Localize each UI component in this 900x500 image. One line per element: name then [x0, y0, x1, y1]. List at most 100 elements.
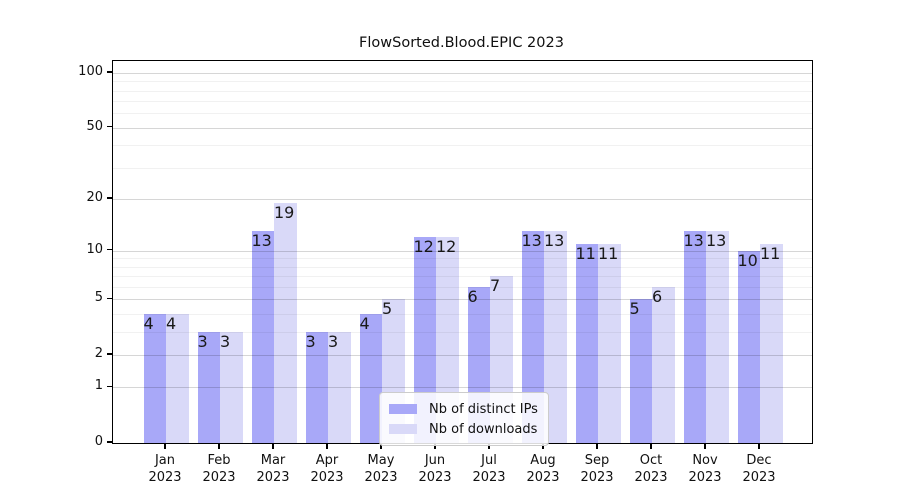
x-axis-tick-label: Feb 2023 — [192, 452, 246, 486]
bar-downloads: 11 — [760, 243, 783, 443]
x-tick-year: 2023 — [202, 470, 236, 485]
bar-distinct-ips: 10 — [737, 250, 760, 443]
gridline-minor — [113, 113, 812, 115]
x-tick-year: 2023 — [418, 470, 452, 485]
x-axis-tick — [164, 444, 166, 449]
bar-distinct-ips: 13 — [521, 231, 544, 443]
bar-downloads: 11 — [598, 243, 621, 443]
x-tick-month: Aug — [530, 453, 556, 468]
gridline-minor — [113, 81, 812, 83]
gridline-minor — [113, 276, 812, 278]
x-axis-tick — [218, 444, 220, 449]
bar-distinct-ips: 3 — [305, 331, 328, 443]
x-tick-year: 2023 — [256, 470, 290, 485]
x-axis-tick-label: Jan 2023 — [138, 452, 192, 486]
bar-downloads: 6 — [652, 287, 675, 443]
x-tick-month: May — [367, 453, 395, 468]
gridline-minor — [113, 90, 812, 92]
legend-swatch-distinct-ips — [389, 404, 417, 414]
bar-downloads: 3 — [328, 331, 351, 443]
gridline-major — [113, 299, 812, 301]
y-axis-tick-label: 10 — [86, 241, 103, 257]
y-axis-tick-label: 2 — [94, 345, 103, 361]
x-axis-tick — [650, 444, 652, 449]
x-axis-tick — [272, 444, 274, 449]
y-axis-tick-label: 5 — [94, 290, 103, 306]
gridline-major — [113, 250, 812, 252]
x-tick-month: Dec — [746, 453, 772, 468]
x-axis-tick — [596, 444, 598, 449]
bar-downloads: 13 — [544, 231, 567, 443]
gridline-minor — [113, 266, 812, 268]
x-tick-year: 2023 — [310, 470, 344, 485]
y-axis-tick — [107, 71, 112, 73]
bar-distinct-ips: 13 — [683, 231, 706, 443]
gridline-minor — [113, 101, 812, 103]
gridline-major — [113, 127, 812, 129]
x-tick-year: 2023 — [364, 470, 398, 485]
x-axis-tick — [704, 444, 706, 449]
bar-downloads: 19 — [274, 202, 297, 443]
x-tick-month: Apr — [315, 453, 339, 468]
bar-downloads: 13 — [706, 231, 729, 443]
legend-label: Nb of downloads — [429, 421, 538, 437]
bar-downloads: 3 — [220, 331, 243, 443]
y-axis-tick-label: 1 — [94, 378, 103, 394]
gridline-major — [113, 354, 812, 356]
x-tick-year: 2023 — [526, 470, 560, 485]
x-axis-tick — [758, 444, 760, 449]
bar-downloads: 4 — [166, 314, 189, 443]
bar-distinct-ips: 12 — [413, 237, 436, 443]
legend-item: Nb of downloads — [389, 419, 538, 439]
x-tick-year: 2023 — [148, 470, 182, 485]
gridline-minor — [113, 287, 812, 288]
legend-swatch-downloads — [389, 424, 417, 434]
chart-title: FlowSorted.Blood.EPIC 2023 — [359, 35, 564, 51]
x-axis-tick — [326, 444, 328, 449]
x-tick-month: Oct — [639, 453, 663, 468]
bar-downloads: 12 — [436, 237, 459, 443]
gridline-major — [113, 198, 812, 200]
x-axis-tick-label: Mar 2023 — [246, 452, 300, 486]
bar-distinct-ips: 4 — [143, 314, 166, 443]
x-axis-tick-label: Dec 2023 — [732, 452, 786, 486]
x-axis-tick-label: Apr 2023 — [300, 452, 354, 486]
x-axis-tick-label: May 2023 — [354, 452, 408, 486]
x-tick-month: Sep — [584, 453, 610, 468]
gridline-minor — [113, 258, 812, 260]
x-axis-tick-label: Jun 2023 — [408, 452, 462, 486]
legend-label: Nb of distinct IPs — [429, 401, 538, 417]
x-tick-month: Jul — [481, 453, 497, 468]
x-axis-tick — [542, 444, 544, 449]
x-tick-year: 2023 — [634, 470, 668, 485]
x-tick-year: 2023 — [472, 470, 506, 485]
x-tick-year: 2023 — [742, 470, 776, 485]
y-axis-tick — [107, 249, 112, 251]
x-tick-month: Jun — [424, 453, 446, 468]
y-axis-tick — [107, 441, 112, 443]
bar-distinct-ips: 13 — [251, 231, 274, 443]
y-axis-tick — [107, 197, 112, 199]
x-tick-month: Jan — [154, 453, 176, 468]
x-axis-tick-label: Jul 2023 — [462, 452, 516, 486]
x-tick-month: Feb — [207, 453, 231, 468]
plot-area: Nb of distinct IPs Nb of downloads 4 4 3 3 13… — [112, 60, 813, 446]
y-axis-tick-label: 100 — [78, 64, 103, 79]
y-axis-tick — [107, 297, 112, 300]
x-axis-tick — [380, 444, 382, 449]
gridline-major — [113, 387, 812, 389]
x-axis-tick — [488, 444, 490, 449]
x-tick-month: Nov — [692, 453, 718, 468]
x-axis-tick — [434, 444, 436, 449]
gridline-major — [113, 73, 812, 74]
x-axis-tick-label: Nov 2023 — [678, 452, 732, 486]
bar-distinct-ips: 5 — [629, 299, 652, 443]
x-tick-month: Mar — [260, 453, 286, 468]
y-axis-tick — [107, 353, 112, 355]
x-tick-year: 2023 — [688, 470, 722, 485]
gridline-minor — [113, 167, 812, 169]
x-axis-tick-label: Aug 2023 — [516, 452, 570, 486]
gridline-minor — [113, 145, 812, 147]
gridline-minor — [113, 331, 812, 333]
